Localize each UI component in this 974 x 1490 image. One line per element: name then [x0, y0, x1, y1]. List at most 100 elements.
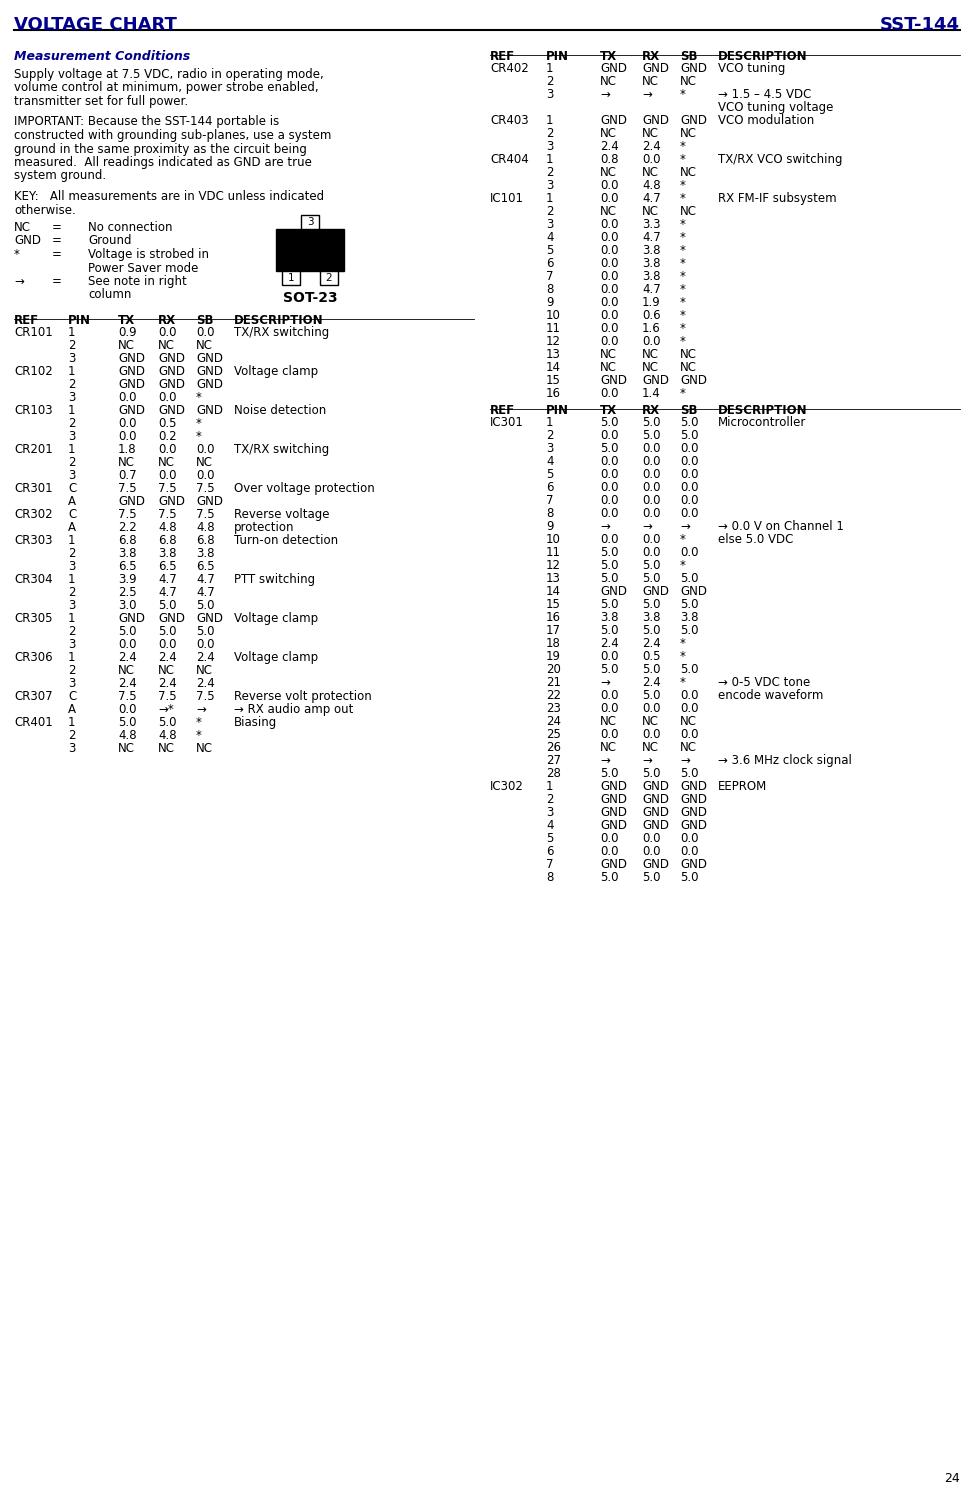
Text: GND: GND — [600, 793, 627, 806]
Text: 1.9: 1.9 — [642, 297, 660, 308]
Text: 0.0: 0.0 — [642, 481, 660, 495]
Text: NC: NC — [600, 361, 617, 374]
Text: GND: GND — [600, 858, 627, 872]
Text: *: * — [196, 717, 202, 729]
Text: GND: GND — [600, 779, 627, 793]
Text: GND: GND — [196, 612, 223, 624]
Text: 0.2: 0.2 — [158, 431, 176, 443]
Text: *: * — [680, 192, 686, 206]
Text: 1: 1 — [546, 192, 553, 206]
Text: 8: 8 — [546, 283, 553, 297]
Text: 1: 1 — [68, 326, 76, 340]
Text: 0.0: 0.0 — [118, 431, 136, 443]
Text: 22: 22 — [546, 688, 561, 702]
Text: volume control at minimum, power strobe enabled,: volume control at minimum, power strobe … — [14, 82, 318, 94]
Text: 2.4: 2.4 — [196, 651, 214, 665]
Text: 4: 4 — [546, 231, 553, 244]
Text: *: * — [680, 638, 686, 650]
Text: 3: 3 — [68, 742, 75, 755]
Text: GND: GND — [642, 115, 669, 127]
Text: *: * — [680, 308, 686, 322]
Text: PTT switching: PTT switching — [234, 574, 316, 586]
Text: 5.0: 5.0 — [600, 572, 618, 586]
Text: 27: 27 — [546, 754, 561, 767]
Text: 3: 3 — [546, 218, 553, 231]
Text: 14: 14 — [546, 361, 561, 374]
Text: Voltage clamp: Voltage clamp — [234, 365, 318, 378]
Text: else 5.0 VDC: else 5.0 VDC — [718, 533, 794, 545]
Text: 0.0: 0.0 — [680, 688, 698, 702]
Text: 2.5: 2.5 — [118, 586, 136, 599]
Text: GND: GND — [642, 586, 669, 597]
Text: Over voltage protection: Over voltage protection — [234, 481, 375, 495]
Text: *: * — [196, 417, 202, 431]
Text: 5.0: 5.0 — [600, 597, 618, 611]
Text: VOLTAGE CHART: VOLTAGE CHART — [14, 16, 177, 34]
Text: *: * — [680, 270, 686, 283]
Text: 7: 7 — [546, 858, 553, 872]
Text: GND: GND — [680, 374, 707, 387]
Text: 0.0: 0.0 — [642, 153, 660, 165]
Text: →: → — [680, 754, 690, 767]
Text: GND: GND — [642, 806, 669, 820]
Text: →*: →* — [158, 703, 173, 717]
Text: 0.0: 0.0 — [642, 702, 660, 715]
Text: 0.0: 0.0 — [600, 297, 618, 308]
Text: A: A — [68, 703, 76, 717]
Text: EEPROM: EEPROM — [718, 779, 768, 793]
Text: 5.0: 5.0 — [680, 416, 698, 429]
Text: 1: 1 — [68, 574, 76, 586]
Text: 0.0: 0.0 — [600, 387, 618, 399]
Text: 1: 1 — [68, 651, 76, 665]
Text: GND: GND — [158, 612, 185, 624]
Text: NC: NC — [680, 715, 697, 729]
Text: 7.5: 7.5 — [118, 690, 136, 703]
Text: 0.0: 0.0 — [680, 495, 698, 507]
Text: GND: GND — [680, 806, 707, 820]
Text: → 0.0 V on Channel 1: → 0.0 V on Channel 1 — [718, 520, 843, 533]
Text: PIN: PIN — [546, 51, 569, 63]
Text: 24: 24 — [546, 715, 561, 729]
Text: GND: GND — [680, 820, 707, 831]
Text: GND: GND — [600, 820, 627, 831]
Text: CR102: CR102 — [14, 365, 53, 378]
Text: → 3.6 MHz clock signal: → 3.6 MHz clock signal — [718, 754, 852, 767]
Text: 0.0: 0.0 — [600, 231, 618, 244]
Text: 2: 2 — [68, 586, 76, 599]
Text: 2: 2 — [325, 273, 332, 283]
Text: 15: 15 — [546, 597, 561, 611]
Text: →: → — [600, 676, 610, 688]
Text: →: → — [642, 520, 652, 533]
Text: 5.0: 5.0 — [196, 599, 214, 612]
Text: 6.5: 6.5 — [118, 560, 136, 574]
Text: 0.0: 0.0 — [642, 845, 660, 858]
Text: GND: GND — [196, 352, 223, 365]
Text: 6: 6 — [546, 845, 553, 858]
Text: Power Saver mode: Power Saver mode — [88, 262, 199, 274]
Text: 5.0: 5.0 — [600, 663, 618, 676]
Text: 4.7: 4.7 — [158, 586, 176, 599]
Text: *: * — [680, 88, 686, 101]
Text: GND: GND — [196, 495, 223, 508]
Text: NC: NC — [196, 340, 213, 352]
Text: NC: NC — [14, 221, 31, 234]
Text: transmitter set for full power.: transmitter set for full power. — [14, 95, 188, 107]
Text: 0.5: 0.5 — [158, 417, 176, 431]
Text: 3: 3 — [546, 140, 553, 153]
Text: GND: GND — [600, 374, 627, 387]
Text: 5: 5 — [546, 244, 553, 256]
Text: 3.3: 3.3 — [642, 218, 660, 231]
Text: 0.0: 0.0 — [642, 507, 660, 520]
Text: 7.5: 7.5 — [196, 508, 214, 522]
Text: 3: 3 — [68, 352, 75, 365]
Text: 2.2: 2.2 — [118, 522, 136, 533]
Text: REF: REF — [490, 51, 515, 63]
Text: 2: 2 — [546, 793, 553, 806]
Text: NC: NC — [600, 715, 617, 729]
Text: 0.0: 0.0 — [642, 545, 660, 559]
Text: PIN: PIN — [546, 404, 569, 417]
Text: 5.0: 5.0 — [680, 572, 698, 586]
Text: NC: NC — [680, 127, 697, 140]
Text: 2.4: 2.4 — [642, 638, 660, 650]
Text: 1: 1 — [546, 779, 553, 793]
